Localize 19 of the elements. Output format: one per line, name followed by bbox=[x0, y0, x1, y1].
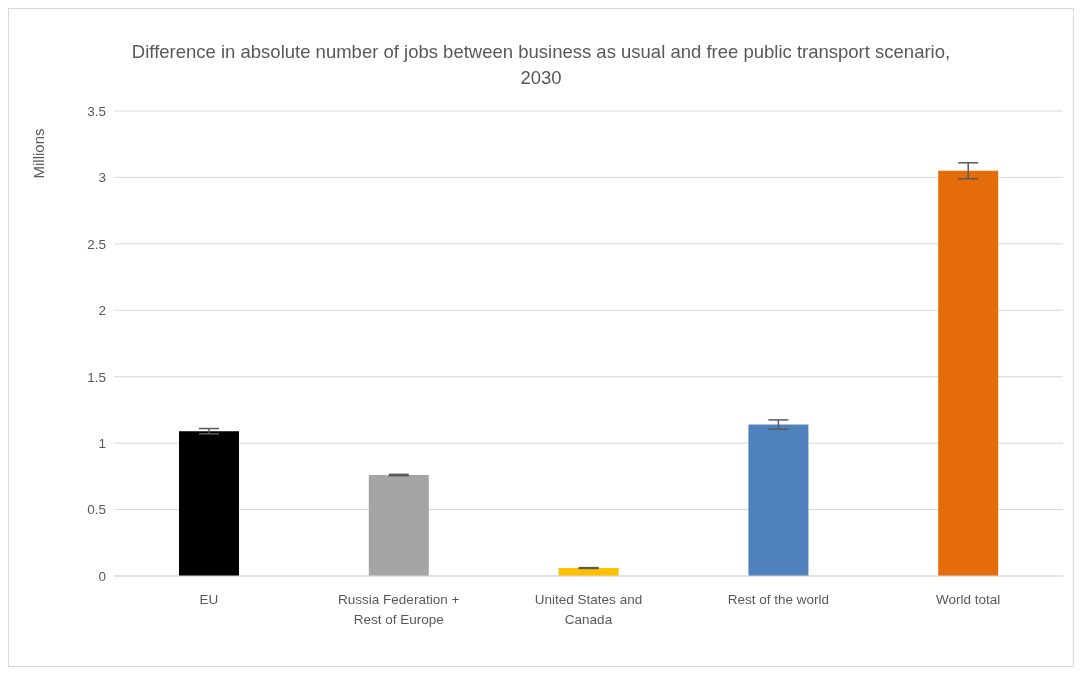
bar bbox=[748, 424, 809, 576]
y-tick-label: 2.5 bbox=[87, 236, 106, 252]
y-tick-label: 0.5 bbox=[87, 502, 106, 518]
x-tick-label: EU bbox=[199, 591, 219, 607]
x-tick-label: Rest of the world bbox=[727, 591, 829, 607]
x-tick-label: Russia Federation + Rest of Europe bbox=[338, 591, 460, 627]
x-tick-label: World total bbox=[935, 591, 1001, 607]
bar bbox=[938, 170, 999, 576]
y-tick-label: 3 bbox=[98, 170, 106, 186]
bar bbox=[368, 475, 429, 576]
bar bbox=[179, 431, 239, 576]
y-tick-label: 3.5 bbox=[87, 103, 106, 119]
y-tick-label: 1.5 bbox=[87, 369, 106, 385]
y-tick-label: 0 bbox=[98, 568, 106, 584]
y-axis-title: Millions bbox=[30, 128, 48, 179]
y-tick-label: 1 bbox=[98, 435, 106, 451]
y-tick-label: 2 bbox=[98, 303, 106, 319]
x-tick-label: United States and Canada bbox=[534, 591, 643, 627]
chart-title: Difference in absolute number of jobs between business as usual and free public transport scenario, 2030 bbox=[130, 40, 952, 90]
